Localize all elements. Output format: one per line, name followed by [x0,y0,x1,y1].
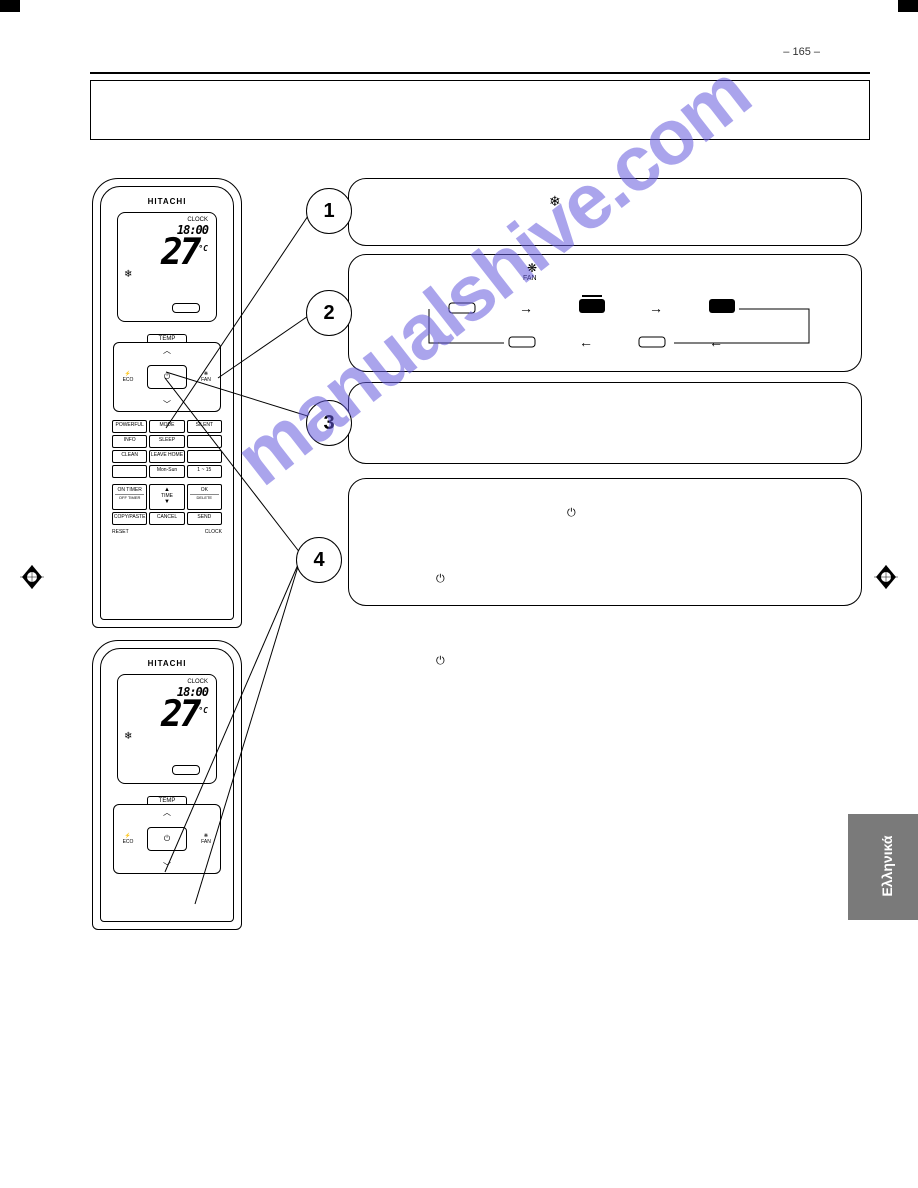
step-number-1: 1 [306,188,352,234]
step-number-2: 2 [306,290,352,336]
leader-lines [0,0,918,1188]
step-number-4: 4 [296,537,342,583]
step-number-3: 3 [306,400,352,446]
